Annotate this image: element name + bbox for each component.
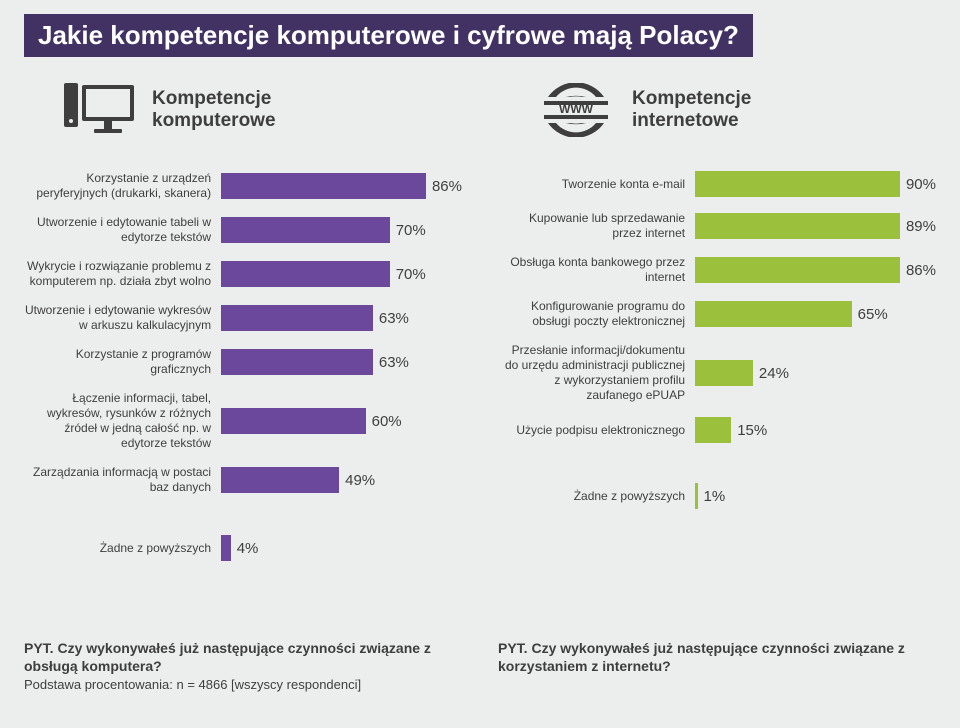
chart-row-bar-zone: 24% <box>695 360 936 386</box>
chart-row: Konfigurowanie programu do obsługi poczt… <box>498 299 936 329</box>
chart-bar-value: 1% <box>704 488 726 505</box>
chart-row: Utworzenie i edytowanie tabeli w edytorz… <box>24 215 462 245</box>
chart-row: Zarządzania informacją w postaci baz dan… <box>24 465 462 495</box>
chart-row-bar-zone: 1% <box>695 483 936 509</box>
chart-row-bar-zone: 49% <box>221 467 462 493</box>
chart-row-label: Żadne z powyższych <box>498 489 695 504</box>
chart-row-bar-zone: 90% <box>695 171 936 197</box>
chart-bar-value: 70% <box>396 266 426 283</box>
chart-bar-value: 63% <box>379 354 409 371</box>
chart-bar <box>221 349 373 375</box>
chart-bar <box>695 213 900 239</box>
chart-row-label: Obsługa konta bankowego przez internet <box>498 255 695 285</box>
chart-row-label: Utworzenie i edytowanie tabeli w edytorz… <box>24 215 221 245</box>
chart-bar-value: 65% <box>858 306 888 323</box>
chart-row-label: Przesłanie informacji/dokumentu do urzęd… <box>498 343 695 403</box>
right-category-header: WWW Kompetencje internetowe <box>538 83 936 137</box>
chart-row-label: Łączenie informacji, tabel, wykresów, ry… <box>24 391 221 451</box>
chart-row: Wykrycie i rozwiązanie problemu z komput… <box>24 259 462 289</box>
chart-bar-value: 49% <box>345 472 375 489</box>
chart-row-bar-zone: 15% <box>695 417 936 443</box>
chart-row-label: Użycie podpisu elektronicznego <box>498 423 695 438</box>
chart-bar-value: 86% <box>906 262 936 279</box>
chart-bar-value: 15% <box>737 422 767 439</box>
chart-bar-value: 89% <box>906 218 936 235</box>
left-category-title: Kompetencje komputerowe <box>152 88 276 132</box>
chart-bar <box>695 301 852 327</box>
chart-row-label: Żadne z powyższych <box>24 541 221 556</box>
chart-row-bar-zone: 86% <box>221 173 462 199</box>
chart-bar-value: 60% <box>372 413 402 430</box>
chart-bar-value: 24% <box>759 365 789 382</box>
chart-bar-value: 86% <box>432 178 462 195</box>
chart-row: Tworzenie konta e-mail 90% <box>498 171 936 197</box>
chart-bar <box>695 483 697 509</box>
chart-row: Obsługa konta bankowego przez internet 86… <box>498 255 936 285</box>
left-question-sub: Podstawa procentowania: n = 4866 [wszysc… <box>24 677 462 692</box>
chart-row: Korzystanie z urządzeń peryferyjnych (dr… <box>24 171 462 201</box>
left-question-block: PYT. Czy wykonywałeś już następujące czy… <box>24 639 462 692</box>
chart-bar <box>695 360 753 386</box>
chart-row-label: Konfigurowanie programu do obsługi poczt… <box>498 299 695 329</box>
chart-row-bar-zone: 70% <box>221 261 462 287</box>
chart-row-label: Zarządzania informacją w postaci baz dan… <box>24 465 221 495</box>
chart-row-label: Tworzenie konta e-mail <box>498 177 695 192</box>
chart-row-label: Korzystanie z programów graficznych <box>24 347 221 377</box>
chart-bar <box>221 261 390 287</box>
chart-row: Żadne z powyższych 4% <box>24 535 462 561</box>
chart-row: Łączenie informacji, tabel, wykresów, ry… <box>24 391 462 451</box>
chart-bar-value: 63% <box>379 310 409 327</box>
chart-row-label: Kupowanie lub sprzedawanie przez interne… <box>498 211 695 241</box>
chart-row: Żadne z powyższych 1% <box>498 483 936 509</box>
chart-row-label: Utworzenie i edytowanie wykresów w arkus… <box>24 303 221 333</box>
right-column: WWW Kompetencje internetowe Tworzenie ko… <box>498 83 936 575</box>
right-question-text: PYT. Czy wykonywałeś już następujące czy… <box>498 639 936 675</box>
chart-bar <box>695 257 900 283</box>
chart-bar <box>221 217 390 243</box>
chart-row: Kupowanie lub sprzedawanie przez interne… <box>498 211 936 241</box>
right-chart: Tworzenie konta e-mail 90% Kupowanie lub s… <box>498 171 936 523</box>
left-category-header: Kompetencje komputerowe <box>64 83 462 137</box>
chart-row-bar-zone: 63% <box>221 349 462 375</box>
chart-row-label: Wykrycie i rozwiązanie problemu z komput… <box>24 259 221 289</box>
chart-row-bar-zone: 86% <box>695 257 936 283</box>
chart-bar <box>221 467 339 493</box>
left-question-text: PYT. Czy wykonywałeś już następujące czy… <box>24 639 462 675</box>
chart-bar-value: 90% <box>906 176 936 193</box>
chart-row-label: Korzystanie z urządzeń peryferyjnych (dr… <box>24 171 221 201</box>
chart-bar <box>695 417 731 443</box>
chart-bar <box>221 408 366 434</box>
chart-bar-value: 4% <box>237 540 259 557</box>
computer-icon <box>64 83 134 137</box>
left-chart: Korzystanie z urządzeń peryferyjnych (dr… <box>24 171 462 575</box>
chart-row: Utworzenie i edytowanie wykresów w arkus… <box>24 303 462 333</box>
chart-row-bar-zone: 65% <box>695 301 936 327</box>
chart-row: Użycie podpisu elektronicznego 15% <box>498 417 936 443</box>
right-category-title: Kompetencje internetowe <box>632 88 751 132</box>
page-title: Jakie kompetencje komputerowe i cyfrowe … <box>24 14 753 57</box>
chart-bar <box>221 305 373 331</box>
chart-row: Przesłanie informacji/dokumentu do urzęd… <box>498 343 936 403</box>
chart-bar <box>221 173 426 199</box>
chart-row-bar-zone: 89% <box>695 213 936 239</box>
chart-row-bar-zone: 60% <box>221 408 462 434</box>
chart-bar <box>695 171 900 197</box>
left-column: Kompetencje komputerowe Korzystanie z ur… <box>24 83 462 575</box>
chart-bar <box>221 535 231 561</box>
right-question-block: PYT. Czy wykonywałeś już następujące czy… <box>498 639 936 692</box>
chart-row-bar-zone: 70% <box>221 217 462 243</box>
svg-text:WWW: WWW <box>559 102 594 116</box>
chart-row-bar-zone: 4% <box>221 535 462 561</box>
www-globe-icon: WWW <box>538 83 614 137</box>
chart-row: Korzystanie z programów graficznych 63% <box>24 347 462 377</box>
chart-bar-value: 70% <box>396 222 426 239</box>
chart-row-bar-zone: 63% <box>221 305 462 331</box>
